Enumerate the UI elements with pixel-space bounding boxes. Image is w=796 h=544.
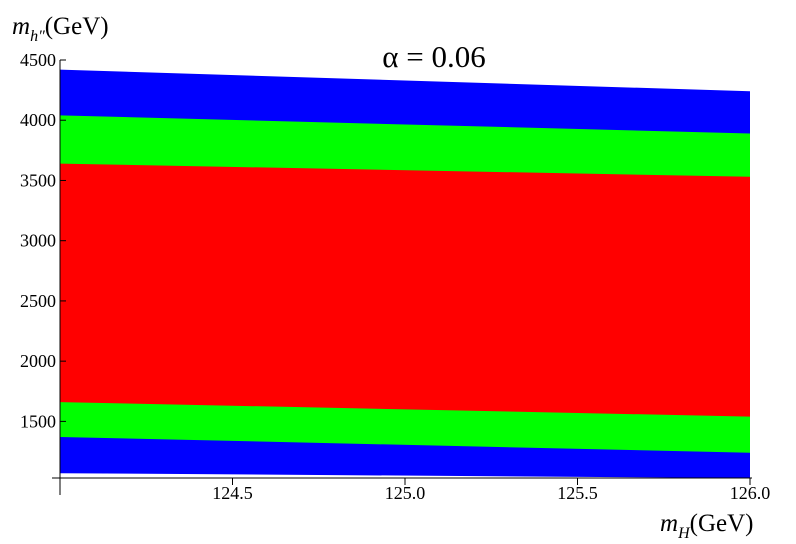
y-tick-label: 1500 (20, 411, 56, 431)
x-tick-label: 125.5 (557, 483, 598, 503)
x-tick-label: 126.0 (730, 483, 771, 503)
x-tick-label: 125.0 (385, 483, 426, 503)
x-axis-label-unit: (GeV) (690, 510, 754, 537)
x-axis-label-sub: H (677, 525, 691, 540)
bands-layer (60, 69, 750, 478)
chart-title: α = 0.06 (382, 39, 485, 74)
y-tick-label: 3000 (20, 231, 56, 251)
y-axis-label-base: m (12, 13, 30, 40)
x-axis-label: mH(GeV) (660, 510, 753, 540)
y-tick-label: 4500 (20, 50, 56, 70)
y-axis-label-unit: (GeV) (45, 13, 109, 40)
y-tick-label: 3500 (20, 170, 56, 190)
band-3 (60, 163, 750, 417)
y-axis-label: mh″(GeV) (12, 13, 109, 45)
y-axis-label-sub: h″ (30, 28, 45, 45)
axes-layer: 1500 2000 2500 3000 3500 4000 4500 124.5 125.0 12… (20, 50, 770, 503)
x-axis-label-base: m (660, 510, 678, 537)
y-tick-label: 4000 (20, 110, 56, 130)
y-tick-label: 2000 (20, 351, 56, 371)
y-tick-label: 2500 (20, 291, 56, 311)
x-tick-label: 124.5 (212, 483, 253, 503)
